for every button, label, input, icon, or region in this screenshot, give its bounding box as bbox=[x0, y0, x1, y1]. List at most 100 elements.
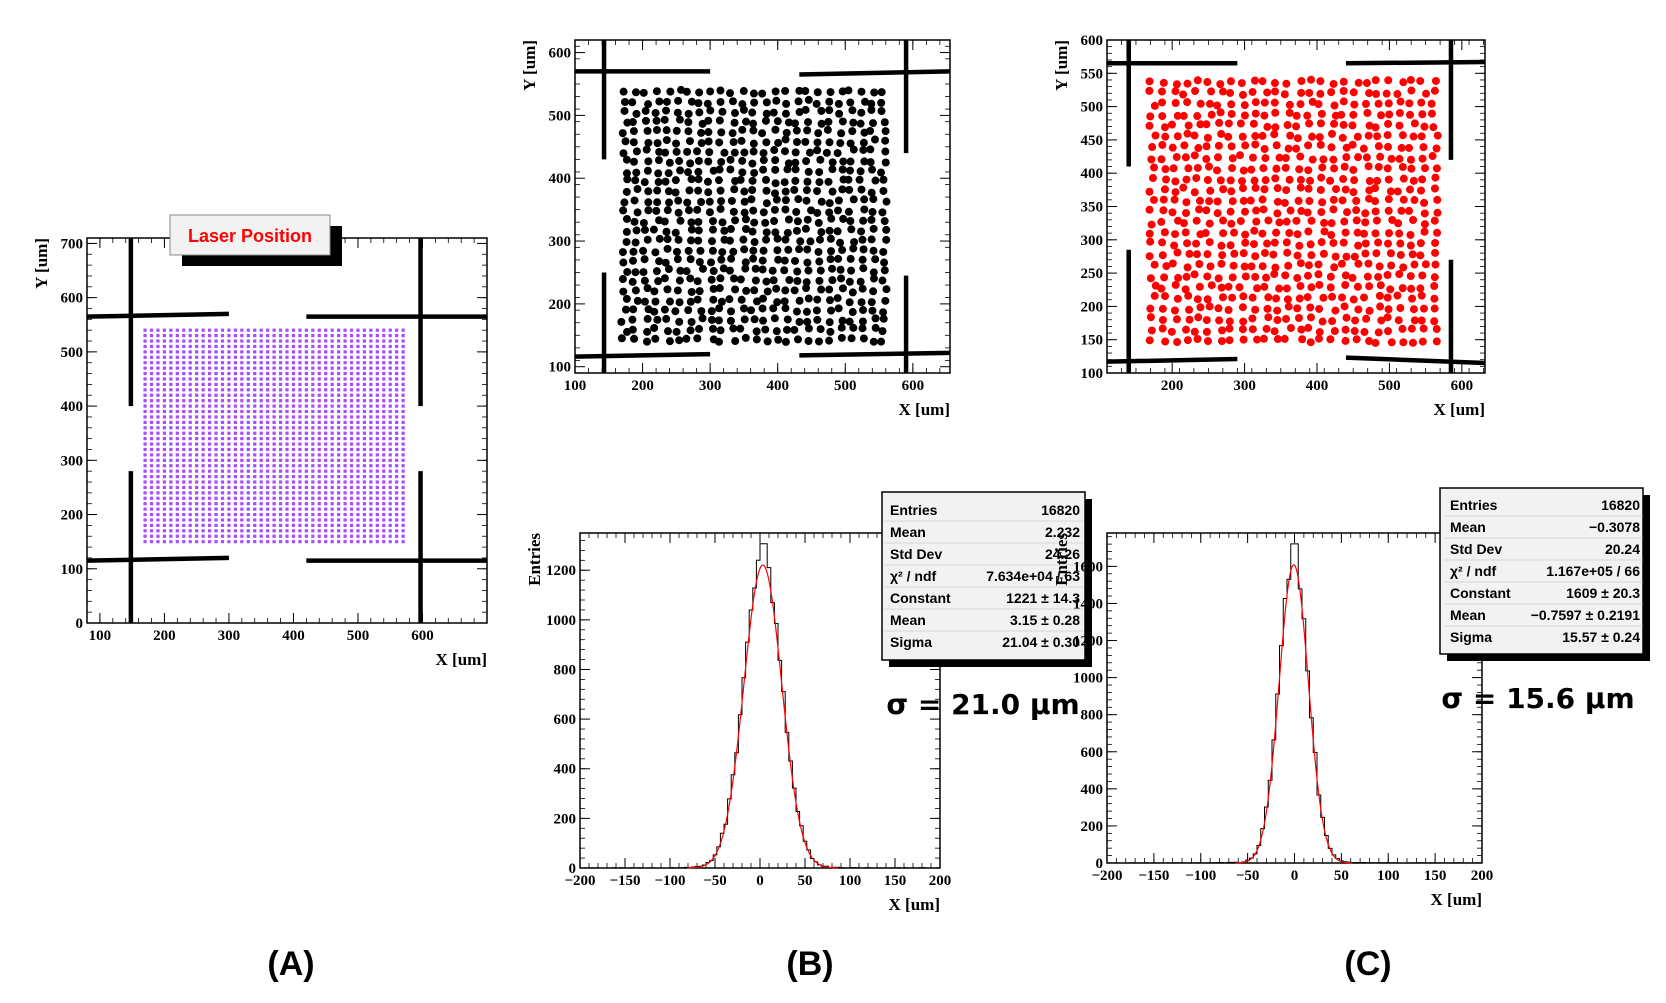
laser-point bbox=[388, 420, 392, 424]
laser-point bbox=[143, 502, 147, 506]
laser-point bbox=[182, 523, 186, 527]
laser-point bbox=[382, 344, 386, 349]
laser-point bbox=[233, 464, 237, 468]
panel-b-hist-xtick-label: 200 bbox=[929, 873, 952, 889]
laser-point bbox=[311, 518, 315, 522]
laser-point bbox=[395, 361, 399, 365]
laser-point bbox=[304, 431, 308, 435]
panel-b-point bbox=[877, 107, 886, 116]
laser-point bbox=[207, 415, 212, 419]
laser-point bbox=[356, 328, 360, 332]
panel-b-point bbox=[882, 197, 891, 206]
panel-b-point bbox=[836, 238, 845, 247]
laser-point bbox=[195, 415, 199, 419]
laser-point bbox=[149, 507, 154, 511]
panel-c-point bbox=[1305, 88, 1314, 97]
panel-c-point bbox=[1315, 280, 1324, 289]
laser-point bbox=[266, 355, 270, 359]
panel-b-point bbox=[674, 208, 683, 217]
panel-b-point bbox=[741, 264, 750, 273]
panel-c-point bbox=[1236, 119, 1245, 128]
laser-point bbox=[207, 447, 212, 452]
panel-b-point bbox=[629, 256, 638, 265]
panel-c-point bbox=[1171, 188, 1180, 197]
laser-point bbox=[278, 507, 283, 511]
panel-b-point bbox=[725, 89, 734, 98]
laser-point bbox=[337, 529, 341, 533]
laser-point bbox=[195, 377, 199, 381]
panel-c-hist-ytick-label: 1200 bbox=[1073, 634, 1103, 650]
laser-point bbox=[304, 355, 308, 359]
laser-point bbox=[156, 447, 160, 452]
panel-c-point bbox=[1179, 219, 1188, 228]
panel-c-point bbox=[1145, 77, 1154, 86]
panel-c-point bbox=[1146, 304, 1155, 313]
laser-point bbox=[369, 496, 373, 500]
laser-point bbox=[343, 355, 347, 359]
laser-point bbox=[227, 377, 231, 381]
laser-point bbox=[382, 491, 386, 495]
panel-b-point bbox=[881, 158, 890, 167]
laser-point bbox=[304, 393, 308, 397]
panel-c-point bbox=[1408, 294, 1417, 303]
panel-b-point bbox=[859, 245, 868, 254]
panel-c-hist-frame bbox=[1106, 532, 1483, 864]
panel-b-point bbox=[652, 267, 661, 276]
laser-point bbox=[278, 409, 283, 414]
laser-point bbox=[149, 409, 154, 414]
panel-c-point bbox=[1372, 249, 1381, 258]
panel-b-point bbox=[780, 297, 789, 306]
laser-point bbox=[388, 529, 392, 533]
laser-point bbox=[382, 458, 386, 462]
laser-point bbox=[162, 523, 167, 527]
laser-point bbox=[214, 334, 218, 338]
panel-c-point bbox=[1202, 316, 1211, 325]
panel-b-point bbox=[749, 147, 758, 156]
panel-b-point bbox=[877, 168, 886, 177]
panel-b-point bbox=[793, 276, 802, 285]
panel-b-point bbox=[629, 305, 638, 314]
panel-c-point bbox=[1353, 228, 1362, 237]
panel-a-xtick-label: 100 bbox=[89, 628, 112, 644]
panel-c-point bbox=[1160, 228, 1169, 237]
panel-c-point bbox=[1341, 281, 1350, 290]
panel-c-point bbox=[1181, 228, 1190, 237]
laser-point bbox=[201, 523, 205, 527]
panel-c-point bbox=[1315, 133, 1324, 142]
panel-c-point bbox=[1251, 272, 1260, 281]
panel-c-point bbox=[1427, 99, 1436, 108]
panel-c-point bbox=[1399, 263, 1408, 272]
laser-point bbox=[285, 437, 289, 441]
laser-point bbox=[298, 474, 302, 479]
laser-point bbox=[337, 518, 341, 522]
laser-point bbox=[382, 409, 386, 414]
panel-b-point bbox=[836, 139, 845, 148]
panel-c-point bbox=[1329, 205, 1338, 214]
panel-b-point bbox=[726, 165, 735, 174]
laser-point bbox=[304, 491, 308, 495]
laser-point bbox=[240, 328, 244, 332]
laser-point bbox=[240, 420, 244, 424]
panel-c-point bbox=[1258, 229, 1267, 238]
panel-c-point bbox=[1161, 292, 1170, 301]
laser-point bbox=[330, 371, 334, 376]
panel-b-point bbox=[824, 117, 833, 126]
laser-point bbox=[317, 426, 321, 430]
panel-b-point bbox=[728, 97, 737, 106]
laser-point bbox=[143, 339, 147, 343]
panel-b-point bbox=[795, 317, 804, 326]
panel-b-point bbox=[773, 117, 782, 126]
laser-point bbox=[337, 496, 341, 500]
laser-point bbox=[401, 442, 405, 446]
laser-point bbox=[401, 382, 405, 387]
laser-point bbox=[253, 388, 257, 392]
laser-point bbox=[259, 523, 263, 527]
panel-c-point bbox=[1285, 108, 1294, 117]
laser-point bbox=[246, 377, 250, 381]
panel-b-point bbox=[729, 207, 738, 216]
laser-point bbox=[311, 355, 315, 359]
panel-c-point bbox=[1193, 335, 1202, 344]
laser-point bbox=[343, 453, 347, 457]
laser-point bbox=[317, 437, 321, 441]
laser-point bbox=[201, 540, 205, 544]
